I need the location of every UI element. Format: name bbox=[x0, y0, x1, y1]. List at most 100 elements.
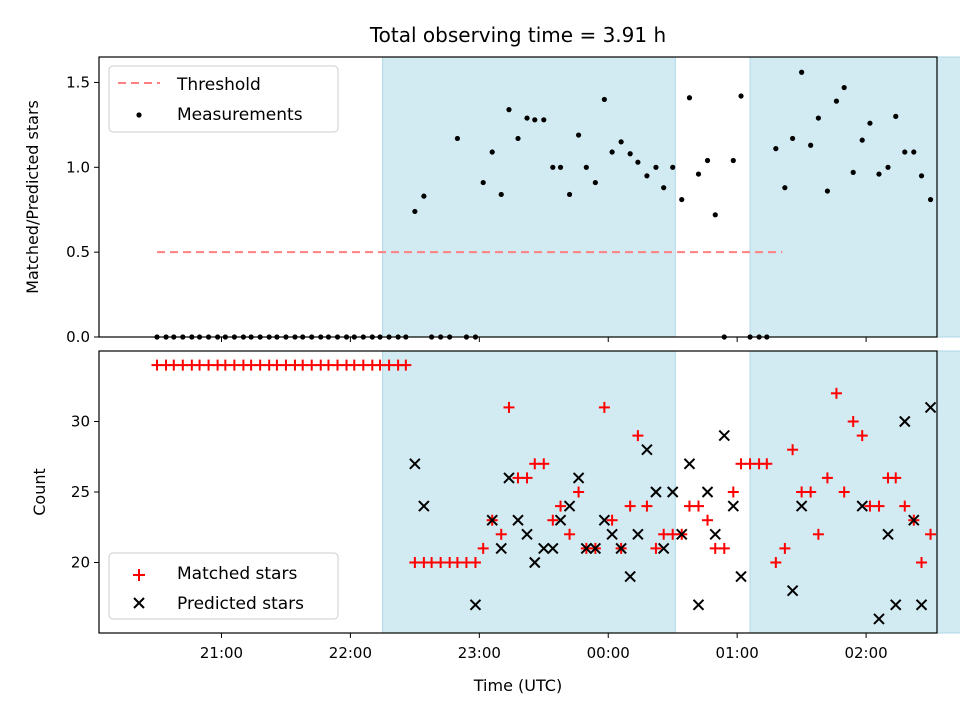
bottom-legend: Matched stars Predicted stars bbox=[108, 552, 339, 620]
predicted-star-point bbox=[598, 514, 611, 526]
measurement-point bbox=[635, 159, 641, 165]
matched-star-point bbox=[847, 416, 859, 427]
predicted-star-point bbox=[469, 599, 482, 611]
x-tick-label: 02:00 bbox=[844, 644, 887, 662]
measurement-point bbox=[773, 146, 779, 152]
measurement-point bbox=[782, 185, 788, 191]
measurement-point bbox=[515, 135, 521, 142]
predicted-star-point bbox=[632, 528, 644, 541]
y-tick-label: 20 bbox=[71, 554, 90, 572]
measurement-point bbox=[824, 188, 831, 194]
predicted-star-point bbox=[538, 542, 550, 555]
top-y-axis-label: Matched/Predicted stars bbox=[23, 100, 42, 294]
legend-matched-label: Matched stars bbox=[177, 564, 297, 584]
matched-star-point bbox=[521, 472, 533, 484]
predicted-star-point bbox=[908, 514, 920, 526]
predicted-star-point bbox=[589, 542, 602, 555]
measurement-point bbox=[661, 185, 667, 191]
matched-star-point bbox=[606, 514, 618, 526]
matched-star-point bbox=[925, 528, 937, 540]
matched-star-point bbox=[547, 514, 559, 526]
matched-star-point bbox=[856, 430, 868, 442]
matched-star-point bbox=[632, 430, 644, 442]
x-tick-label: 21:00 bbox=[200, 644, 243, 662]
measurement-point bbox=[808, 142, 814, 148]
matched-star-point bbox=[873, 500, 885, 512]
top-legend-box bbox=[108, 65, 339, 133]
measurement-point bbox=[583, 164, 589, 170]
y-tick-label: 0.0 bbox=[66, 328, 90, 346]
matched-star-point bbox=[702, 514, 714, 526]
measurement-point bbox=[918, 173, 925, 179]
predicted-star-point bbox=[547, 542, 559, 555]
predicted-star-point bbox=[580, 542, 593, 555]
predicted-star-point bbox=[615, 542, 627, 555]
measurement-point bbox=[712, 212, 718, 218]
y-tick-label: 25 bbox=[71, 483, 90, 501]
predicted-star-point bbox=[890, 599, 902, 611]
predicted-star-point bbox=[650, 486, 662, 498]
measurement-point bbox=[885, 164, 891, 170]
matched-star-point bbox=[830, 387, 842, 399]
predicted-star-point bbox=[563, 500, 576, 512]
predicted-star-point bbox=[512, 514, 524, 526]
x-axis-label: Time (UTC) bbox=[473, 676, 562, 695]
measurement-point bbox=[592, 179, 598, 186]
matched-star-point bbox=[641, 500, 653, 512]
matched-star-point bbox=[503, 401, 515, 413]
measurement-point bbox=[695, 171, 702, 177]
shaded-span bbox=[382, 350, 676, 634]
predicted-star-point bbox=[554, 514, 567, 526]
legend-predicted-label: Predicted stars bbox=[177, 594, 304, 614]
matched-star-point bbox=[779, 542, 791, 554]
bottom-matched-points bbox=[151, 359, 937, 568]
y-tick-label: 1.0 bbox=[66, 158, 90, 176]
y-tick-label: 0.5 bbox=[66, 243, 90, 261]
matched-star-point bbox=[899, 500, 911, 512]
predicted-star-point bbox=[727, 500, 740, 512]
predicted-star-point bbox=[606, 528, 618, 541]
measurement-point bbox=[557, 164, 564, 170]
top-y-ticks: 0.0 0.5 1.0 1.5 bbox=[66, 73, 99, 346]
measurement-point bbox=[524, 115, 530, 121]
measurement-point bbox=[841, 84, 847, 91]
legend-threshold-label: Threshold bbox=[176, 75, 261, 95]
measurement-point bbox=[859, 137, 865, 143]
predicted-star-point bbox=[915, 599, 928, 611]
measurement-point bbox=[815, 115, 821, 121]
matched-star-point bbox=[812, 528, 824, 540]
measurement-point bbox=[644, 173, 650, 179]
matched-star-point bbox=[650, 542, 662, 554]
predicted-star-point bbox=[709, 528, 721, 541]
predicted-star-point bbox=[683, 458, 696, 470]
matched-star-point bbox=[564, 528, 576, 540]
measurement-point bbox=[480, 179, 486, 186]
shaded-span bbox=[749, 350, 960, 634]
legend-measurements-label: Measurements bbox=[177, 105, 303, 125]
predicted-star-point bbox=[641, 443, 653, 456]
bottom-y-ticks: 20 25 30 bbox=[71, 413, 99, 572]
predicted-star-point bbox=[409, 458, 421, 470]
measurement-point bbox=[489, 149, 495, 155]
top-x-ticks bbox=[220, 337, 867, 342]
measurement-point bbox=[506, 107, 512, 113]
bottom-predicted-points bbox=[409, 401, 937, 625]
measurement-point bbox=[730, 157, 736, 164]
matched-star-point bbox=[770, 557, 782, 568]
measurement-point bbox=[550, 164, 556, 170]
matched-star-point bbox=[555, 500, 567, 512]
predicted-star-point bbox=[692, 599, 705, 611]
predicted-star-point bbox=[924, 401, 937, 414]
matched-star-point bbox=[573, 486, 585, 498]
predicted-star-point bbox=[657, 542, 670, 555]
measurement-point bbox=[532, 117, 538, 123]
bottom-y-axis-label: Count bbox=[30, 468, 49, 516]
chart-title: Total observing time = 3.91 h bbox=[369, 23, 666, 47]
measurement-point bbox=[704, 157, 711, 164]
measurement-point bbox=[833, 98, 840, 104]
predicted-star-point bbox=[718, 429, 730, 442]
predicted-star-point bbox=[873, 613, 885, 625]
